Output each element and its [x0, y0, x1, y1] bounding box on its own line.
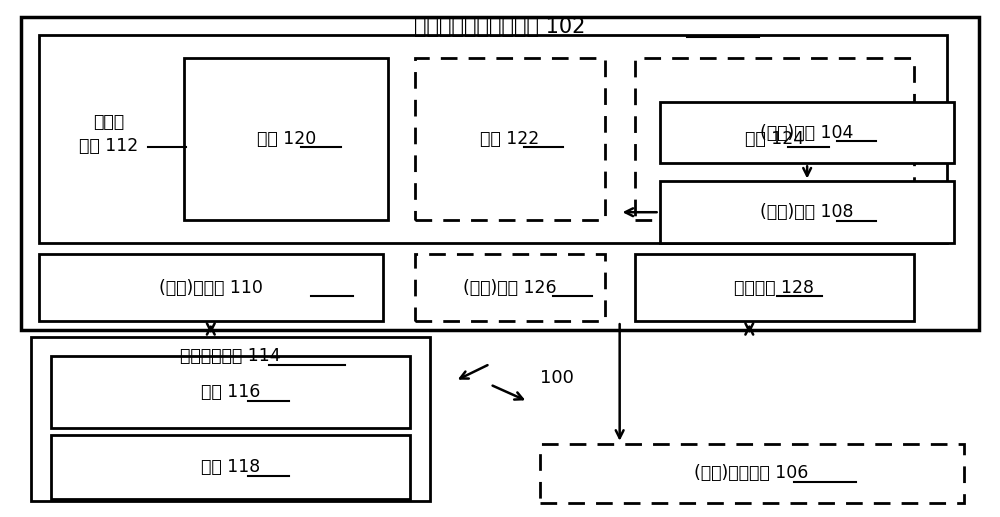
Text: 其他硬件 128: 其他硬件 128 — [734, 279, 814, 297]
Text: 工具 122: 工具 122 — [480, 130, 540, 148]
Bar — [415, 254, 605, 321]
Text: 100: 100 — [540, 369, 574, 387]
Text: (多个)外围设备 106: (多个)外围设备 106 — [694, 464, 808, 482]
Text: 数据 118: 数据 118 — [201, 458, 260, 476]
Text: 已配置的介质 114: 已配置的介质 114 — [180, 347, 281, 365]
Text: 指令 116: 指令 116 — [201, 383, 260, 401]
Bar — [660, 181, 954, 243]
Text: 设备，例如计算机系统 102: 设备，例如计算机系统 102 — [414, 17, 586, 37]
Bar — [51, 356, 410, 428]
Text: 应用 124: 应用 124 — [745, 130, 804, 148]
Text: 存储器
介质 112: 存储器 介质 112 — [79, 113, 139, 155]
Bar — [39, 254, 383, 321]
Text: (多个)处理器 110: (多个)处理器 110 — [159, 279, 263, 297]
Text: (多个)用户 104: (多个)用户 104 — [760, 124, 854, 142]
Bar — [39, 35, 947, 243]
Text: 内核 120: 内核 120 — [257, 130, 316, 148]
Bar — [51, 435, 410, 499]
Bar — [635, 58, 914, 220]
Bar — [660, 102, 954, 163]
Bar — [540, 444, 964, 503]
Bar — [21, 17, 979, 330]
Bar — [415, 58, 605, 220]
Bar — [184, 58, 388, 220]
Text: (多个)网络 108: (多个)网络 108 — [760, 203, 854, 221]
Bar — [635, 254, 914, 321]
Bar — [31, 337, 430, 501]
Text: (多个)屏幕 126: (多个)屏幕 126 — [463, 279, 557, 297]
